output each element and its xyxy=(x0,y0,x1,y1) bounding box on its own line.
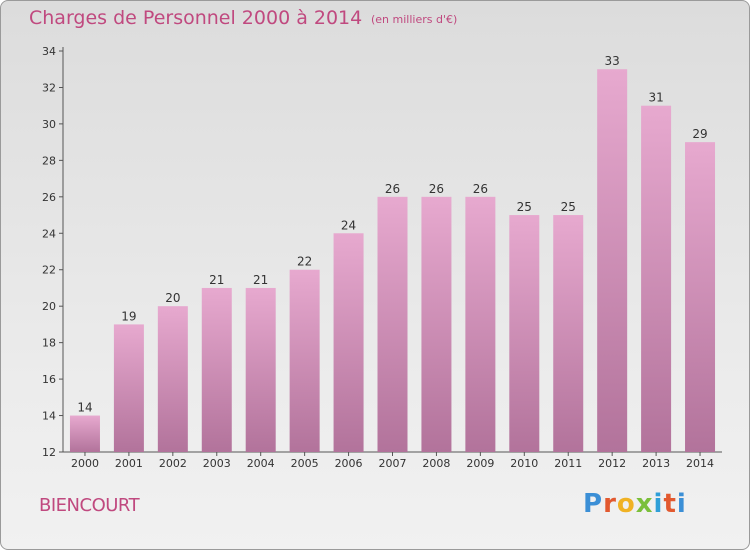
x-tick-label: 2007 xyxy=(379,457,407,470)
x-tick-label: 2001 xyxy=(115,457,143,470)
x-tick-label: 2000 xyxy=(71,457,99,470)
value-label-2010: 25 xyxy=(517,200,532,214)
commune-name: BIENCOURT xyxy=(39,495,140,516)
y-tick-label: 24 xyxy=(42,227,56,240)
y-tick-label: 30 xyxy=(42,118,56,131)
bar-2006 xyxy=(333,233,364,452)
x-tick-label: 2004 xyxy=(247,457,275,470)
chart-subtitle: (en milliers d'€) xyxy=(371,13,458,26)
bar-2013 xyxy=(641,105,672,452)
x-tick-label: 2008 xyxy=(422,457,450,470)
x-tick-label: 2009 xyxy=(466,457,494,470)
x-tick-label: 2005 xyxy=(291,457,319,470)
value-label-2009: 26 xyxy=(473,182,488,196)
logo-letter: P xyxy=(583,489,604,519)
logo-letter: o xyxy=(616,489,636,519)
bar-2011 xyxy=(553,215,584,452)
chart-title: Charges de Personnel 2000 à 2014 xyxy=(29,7,363,29)
bar-2007 xyxy=(377,196,408,452)
y-tick-label: 22 xyxy=(42,264,56,277)
bars xyxy=(69,69,716,453)
bar-2000 xyxy=(69,415,100,452)
value-label-2003: 21 xyxy=(209,273,224,287)
bar-2005 xyxy=(289,269,320,452)
y-tick-label: 34 xyxy=(42,45,56,58)
value-label-2006: 24 xyxy=(341,218,356,232)
y-tick-label: 20 xyxy=(42,300,56,313)
bar-2001 xyxy=(113,324,144,452)
bar-2003 xyxy=(201,287,232,452)
x-tick-label: 2006 xyxy=(335,457,363,470)
value-label-2005: 22 xyxy=(297,255,312,269)
value-label-2007: 26 xyxy=(385,182,400,196)
x-tick-label: 2002 xyxy=(159,457,187,470)
logo-letter: i xyxy=(676,489,687,519)
x-tick-label: 2011 xyxy=(554,457,582,470)
value-label-2002: 20 xyxy=(165,291,180,305)
labels: 2000 14 2001 19 2002 20 2003 21 2004 21 2005 22 2006… xyxy=(71,54,714,470)
bar-2014 xyxy=(685,142,716,453)
y-tick-label: 12 xyxy=(42,446,56,459)
y-tick-label: 18 xyxy=(42,337,56,350)
bar-2008 xyxy=(421,196,452,452)
logo-letter: i xyxy=(653,489,664,519)
bar-2004 xyxy=(245,287,276,452)
y-tick-label: 26 xyxy=(42,191,56,204)
y-tick-label: 32 xyxy=(42,81,56,94)
bar-2012 xyxy=(597,69,628,453)
value-label-2014: 29 xyxy=(692,127,707,141)
proxiti-logo: Proxiti xyxy=(583,489,687,519)
x-tick-label: 2012 xyxy=(598,457,626,470)
value-label-2001: 19 xyxy=(121,309,136,323)
x-tick-label: 2010 xyxy=(510,457,538,470)
value-label-2012: 33 xyxy=(605,54,620,68)
bar-2009 xyxy=(465,196,496,452)
y-tick-label: 14 xyxy=(42,410,56,423)
x-tick-label: 2003 xyxy=(203,457,231,470)
logo-letter: t xyxy=(663,489,677,519)
value-label-2004: 21 xyxy=(253,273,268,287)
value-label-2000: 14 xyxy=(77,401,92,415)
x-tick-label: 2014 xyxy=(686,457,714,470)
bar-2002 xyxy=(157,306,188,452)
value-label-2013: 31 xyxy=(648,91,663,105)
bar-2010 xyxy=(509,215,540,452)
value-label-2008: 26 xyxy=(429,182,444,196)
y-tick-label: 16 xyxy=(42,373,56,386)
logo-letter: r xyxy=(603,489,617,519)
value-label-2011: 25 xyxy=(561,200,576,214)
y-tick-label: 28 xyxy=(42,154,56,167)
x-tick-label: 2013 xyxy=(642,457,670,470)
logo-letter: x xyxy=(635,489,654,519)
